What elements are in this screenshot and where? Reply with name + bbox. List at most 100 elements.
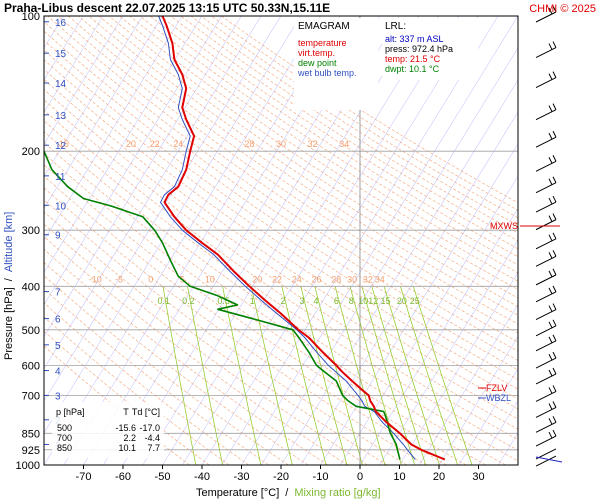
table-header-t: T [123, 407, 129, 417]
wind-barb-flag [548, 431, 553, 439]
mixing-ratio-line [162, 286, 197, 465]
wind-barb-flag [552, 130, 557, 138]
dry-adiabat-line [44, 223, 368, 465]
wind-barb-flag [548, 270, 553, 278]
wind-barb-flag [552, 268, 557, 276]
wind-barb-flag [552, 71, 557, 78]
wind-barb-flag [548, 215, 553, 222]
x-tick-label: -40 [194, 471, 210, 483]
dry-adiabat-line [44, 142, 506, 465]
dry-adiabat-line [44, 79, 518, 410]
wind-barb-flag [552, 367, 557, 375]
wind-barb-flag [552, 213, 557, 220]
wind-barb-flag [552, 351, 557, 359]
wind-barb-flag [552, 285, 557, 293]
x-tick-label: -30 [234, 471, 250, 483]
table-header-td: Td [°C] [132, 407, 160, 417]
dry-adiabat-line [180, 16, 518, 234]
isotherm-guide-line [517, 464, 518, 465]
wind-barb-flag [552, 250, 557, 257]
plot-frame [43, 15, 519, 466]
lrl-alt: alt: 337 m ASL [385, 34, 444, 44]
dry-adiabat-line [44, 89, 518, 420]
mixing-ratio-line [412, 286, 473, 465]
x-tick-label: 10 [393, 471, 405, 483]
theta-label: 20 [126, 139, 136, 149]
wind-barb-flag [552, 5, 557, 13]
altitude-tick-label: 15 [55, 49, 67, 60]
theta-label: 32 [308, 139, 318, 149]
theta-label: -5 [115, 274, 123, 284]
legend-box: EMAGRAM temperature virt.temp. dew point… [294, 18, 378, 110]
wind-barb [535, 11, 557, 23]
legend-item-virt-temp: virt.temp. [298, 48, 335, 58]
table-cell: 850 [57, 443, 72, 453]
wind-barb [535, 201, 557, 213]
table-cell: -15.6 [115, 423, 136, 433]
y-axis-title: Pressure [hPa]/Altitude [km] [3, 212, 15, 360]
lrl-press: press: 972.4 hPa [385, 44, 453, 54]
altitude-tick-label: 6 [55, 315, 61, 326]
isotherm-guide-line [44, 16, 222, 306]
isotherm-guide-line [44, 16, 321, 465]
mixing-ratio-label: 4 [313, 296, 318, 306]
wind-barb-flag [548, 287, 553, 295]
altitude-tick-label: 10 [55, 201, 67, 212]
wind-barb [535, 455, 557, 467]
dry-adiabat-line [44, 164, 467, 465]
isotherm-guide-line [44, 16, 104, 113]
dry-adiabat-line [160, 16, 518, 250]
wind-barb-flag [552, 232, 557, 240]
dry-adiabat-line [190, 16, 518, 226]
wind-barb-flag [552, 41, 557, 48]
wind-barb [535, 391, 557, 402]
lrl-dwpt: dwpt: 10.1 °C [385, 64, 440, 74]
mixing-ratio-label: 6 [334, 296, 339, 306]
wind-barb [535, 274, 557, 286]
pressure-tick-label: 850 [22, 428, 40, 440]
wind-barb [535, 340, 557, 352]
isotherm-guide-line [438, 336, 518, 465]
x-tick-label: -10 [313, 471, 329, 483]
wind-barb-flag [548, 321, 553, 329]
pressure-tick-label: 400 [22, 281, 40, 293]
isotherm-guide-line [577, 16, 600, 465]
wind-barb-flag [548, 234, 553, 242]
table-header-p: p [hPa] [56, 407, 85, 417]
isotherm-guide-line [44, 16, 183, 241]
wind-barb-flag [548, 157, 553, 164]
mixing-ratio-label: 1 [250, 296, 255, 306]
mixing-ratio-line [222, 286, 262, 465]
table-cell: -17.0 [139, 423, 160, 433]
pressure-tick-label: 300 [22, 225, 40, 237]
wind-barb-flag [548, 252, 553, 259]
isotherm-guide-line [538, 16, 600, 465]
altitude-tick-label: 14 [55, 79, 67, 90]
pressure-tick-label: 700 [22, 390, 40, 402]
wind-barb-flag [552, 334, 557, 342]
wind-barb-flag [552, 176, 557, 183]
mixing-ratio-label: 15 [380, 296, 390, 306]
lrl-title: LRL: [385, 21, 406, 32]
x-tick-label: 0 [357, 471, 363, 483]
wind-barb [535, 357, 557, 369]
dry-adiabat-line [44, 69, 518, 400]
theta-label: 15 [59, 139, 69, 149]
theta-label: 22 [272, 274, 282, 284]
altitude-tick-label: 16 [55, 18, 67, 29]
isotherm-guide-line [558, 16, 600, 465]
wind-barb-flag [548, 336, 553, 344]
wind-barb-flag [548, 197, 553, 205]
lrl-temp: temp: 21.5 °C [385, 54, 441, 64]
wind-barb-flag [548, 105, 553, 112]
dry-adiabat-line [57, 16, 518, 334]
dry-adiabat-line [200, 16, 518, 219]
wind-barb-flag [548, 369, 553, 377]
legend-item-temperature: temperature [298, 38, 347, 48]
wind-barb-flag [548, 353, 553, 361]
mixing-ratio-label: 10 [358, 296, 368, 306]
wbzl-label: WBZL [486, 393, 511, 403]
wind-barb-flag [548, 7, 553, 15]
theta-label: 30 [276, 139, 286, 149]
isotherm-guide-line [44, 16, 242, 338]
